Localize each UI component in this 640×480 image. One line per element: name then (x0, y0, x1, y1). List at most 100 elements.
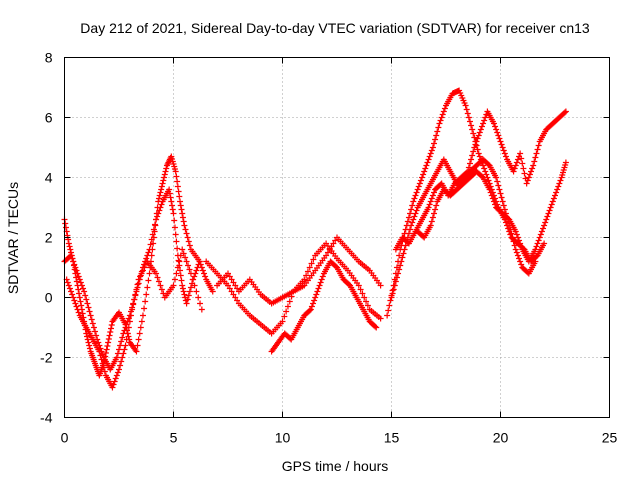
data-point-marker (159, 180, 166, 187)
data-point-marker (179, 285, 186, 292)
data-point-marker (69, 291, 76, 298)
data-point-marker (177, 272, 184, 279)
data-point-marker (536, 234, 543, 241)
data-point-marker (535, 237, 542, 244)
data-point-marker (76, 290, 83, 297)
data-point-marker (524, 177, 531, 184)
data-point-marker (145, 277, 152, 284)
data-point-marker (537, 231, 544, 238)
data-point-marker (428, 195, 435, 202)
data-point-marker (530, 162, 537, 169)
data-point-marker (174, 264, 181, 271)
data-point-marker (499, 198, 506, 205)
data-point-marker (474, 146, 481, 153)
data-point-marker (409, 219, 416, 226)
data-point-marker (412, 210, 419, 217)
x-axis-label: GPS time / hours (282, 458, 389, 474)
data-point-marker (89, 320, 96, 327)
data-point-marker (179, 282, 186, 289)
data-point-marker (532, 258, 539, 265)
data-point-marker (466, 160, 473, 167)
data-point-marker (414, 186, 421, 193)
data-point-marker (516, 255, 523, 262)
data-point-marker (494, 178, 501, 185)
data-point-marker (392, 278, 399, 285)
data-point-marker (155, 278, 162, 285)
data-point-marker (514, 234, 521, 241)
data-point-marker (437, 117, 444, 124)
data-point-marker (519, 160, 526, 167)
data-point-marker (84, 336, 91, 343)
data-point-marker (199, 267, 206, 274)
data-point-marker (119, 354, 126, 361)
data-point-marker (501, 206, 508, 213)
data-point-marker (308, 260, 315, 267)
data-point-marker (158, 183, 165, 190)
data-point-marker (317, 279, 324, 286)
data-point-marker (171, 224, 178, 231)
data-point-marker (490, 120, 497, 127)
data-point-marker (191, 273, 198, 280)
data-point-marker (156, 192, 163, 199)
data-point-marker (84, 300, 91, 307)
data-point-marker (62, 220, 69, 227)
data-point-marker (502, 153, 509, 160)
data-point-marker (489, 195, 496, 202)
data-point-marker (155, 210, 162, 217)
data-point-marker (395, 270, 402, 277)
data-point-marker (419, 174, 426, 181)
data-point-marker (532, 246, 539, 253)
data-point-marker (119, 334, 126, 341)
data-point-marker (405, 230, 412, 237)
data-point-marker (463, 106, 470, 113)
data-point-marker (411, 195, 418, 202)
data-point-marker (532, 154, 539, 161)
data-point-marker (171, 276, 178, 283)
data-point-marker (465, 114, 472, 121)
data-point-marker (136, 330, 143, 337)
data-point-marker (116, 346, 122, 353)
data-point-marker (133, 348, 140, 355)
data-point-marker (427, 198, 434, 205)
data-point-marker (85, 304, 92, 311)
y-tick-label: 4 (45, 170, 53, 186)
data-point-marker (497, 138, 504, 145)
data-point-marker (544, 213, 551, 220)
data-point-marker (279, 318, 286, 325)
data-point-marker (409, 202, 416, 209)
data-point-marker (175, 188, 182, 195)
data-point-marker (143, 291, 150, 298)
data-point-marker (198, 306, 205, 313)
data-point-marker (66, 285, 73, 292)
data-point-marker (68, 288, 75, 295)
data-point-marker (514, 156, 521, 163)
data-point-marker (100, 364, 107, 371)
data-point-marker (182, 254, 189, 261)
data-point-marker (516, 237, 523, 244)
data-point-marker (71, 261, 78, 268)
data-point-marker (427, 150, 434, 157)
data-point-marker (490, 198, 497, 205)
data-point-marker (101, 368, 108, 375)
y-tick-label: 6 (45, 110, 53, 126)
data-point-marker (541, 240, 548, 247)
data-point-marker (183, 230, 190, 237)
data-point-marker (514, 252, 521, 259)
data-point-marker (513, 231, 520, 238)
data-point-marker (487, 189, 494, 196)
data-point-marker (431, 189, 438, 196)
data-point-marker (433, 132, 440, 139)
data-point-marker (435, 124, 442, 131)
data-point-marker (102, 350, 109, 356)
data-point-marker (193, 267, 200, 274)
data-point-marker (85, 339, 92, 346)
data-point-marker (439, 111, 446, 118)
data-point-marker (361, 294, 368, 301)
data-point-marker (315, 285, 322, 292)
data-point-marker (86, 345, 93, 352)
data-point-marker (306, 264, 313, 271)
data-point-marker (509, 234, 516, 241)
data-point-marker (86, 308, 93, 315)
data-point-marker (184, 234, 191, 241)
